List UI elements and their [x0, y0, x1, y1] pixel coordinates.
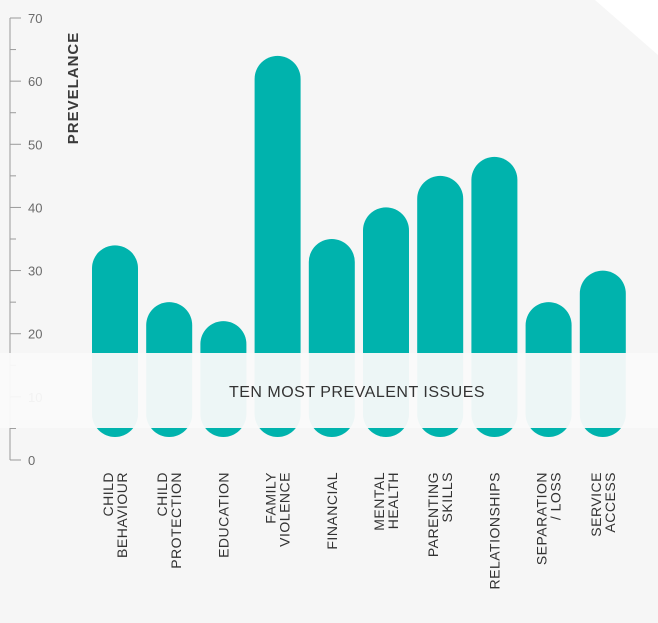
category-label-line: SERVICE	[588, 472, 604, 537]
category-label-line: PARENTING	[425, 472, 441, 557]
category-label-line: PROTECTION	[168, 472, 184, 569]
category-label-line: SKILLS	[439, 472, 455, 522]
y-tick-label: 60	[28, 74, 42, 89]
y-tick-label: 0	[28, 453, 35, 468]
y-axis-title: PREVELANCE	[65, 32, 82, 145]
category-label: SERVICEACCESS	[588, 472, 618, 537]
category-label-line: VIOLENCE	[277, 472, 293, 547]
category-label: EDUCATION	[215, 472, 231, 558]
category-label: SEPARATION/ LOSS	[534, 472, 564, 565]
category-label: RELATIONSHIPS	[486, 472, 502, 590]
category-label: PARENTINGSKILLS	[425, 472, 455, 557]
category-label-line: FAMILY	[263, 472, 279, 524]
category-label: FINANCIAL	[324, 472, 340, 550]
banner-background	[0, 353, 658, 428]
y-tick-label: 30	[28, 264, 42, 279]
category-label: FAMILYVIOLENCE	[263, 472, 293, 547]
bar	[254, 55, 301, 438]
category-label-line: SEPARATION	[534, 472, 550, 565]
category-label-line: ACCESS	[602, 472, 618, 533]
category-label-line: CHILD	[100, 472, 116, 517]
category-labels: CHILDBEHAVIOUR CHILDPROTECTION EDUCATION FA…	[100, 472, 618, 590]
category-label-line: / LOSS	[548, 472, 564, 520]
category-label-line: CHILD	[154, 472, 170, 517]
category-label-line: EDUCATION	[215, 472, 231, 558]
category-label: CHILDBEHAVIOUR	[100, 472, 130, 558]
y-tick-label: 40	[28, 200, 42, 215]
banner-title: TEN MOST PREVALENT ISSUES	[229, 384, 485, 401]
y-tick-label: 20	[28, 327, 42, 342]
category-label: MENTALHEALTH	[371, 472, 401, 531]
banner: TEN MOST PREVALENT ISSUES	[0, 353, 658, 428]
y-tick-label: 50	[28, 137, 42, 152]
category-label-line: FINANCIAL	[324, 472, 340, 550]
category-label-line: RELATIONSHIPS	[486, 472, 502, 590]
category-label-line: BEHAVIOUR	[114, 472, 130, 558]
category-label-line: HEALTH	[385, 472, 401, 529]
y-tick-label: 70	[28, 11, 42, 26]
category-label: CHILDPROTECTION	[154, 472, 184, 569]
category-label-line: MENTAL	[371, 472, 387, 531]
